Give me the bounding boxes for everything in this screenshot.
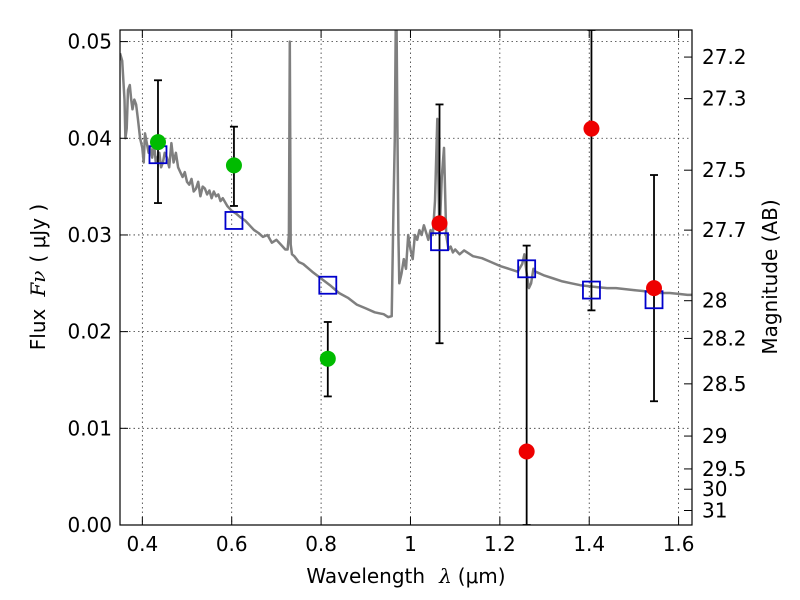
model-photometry-square	[318, 275, 338, 295]
model-photometry-square	[582, 280, 601, 300]
mag-tick-label: 27.7	[702, 218, 747, 242]
x-axis-title-unit: (μm)	[458, 564, 506, 588]
x-tick-label: 0.6	[216, 532, 248, 556]
y-tick-label: 0.04	[67, 126, 112, 150]
detection-point	[431, 215, 448, 232]
y-tick-label: 0.01	[67, 416, 112, 440]
y-axis-title-unit: ( μJy )	[26, 204, 50, 263]
axis-ticks: 0.4 0.6 0.8 1 1.2 1.4 1.6 0.00 0.01 0.02 0.03 0.04 0…	[67, 30, 746, 556]
detection-point	[583, 120, 600, 137]
detection-point	[646, 280, 663, 297]
model-photometry-square	[224, 211, 244, 230]
x-axis-title: Wavelength λ (μm)	[306, 564, 505, 588]
model-photometry-square	[517, 259, 537, 279]
x-tick-label: 1.2	[484, 532, 516, 556]
plot-area	[120, 30, 692, 525]
detection-point	[149, 134, 166, 151]
x-tick-label: 1.6	[663, 532, 695, 556]
x-axis-title-prefix: Wavelength	[306, 564, 425, 588]
x-tick-label: 1	[404, 532, 417, 556]
y-axis-title-prefix: Flux	[26, 308, 50, 350]
y-tick-label: 0.05	[67, 30, 112, 54]
mag-tick-label: 28.2	[702, 326, 747, 350]
mag-tick-label: 29	[702, 424, 727, 448]
y2-axis-title: Magnitude (AB)	[758, 199, 782, 354]
mag-tick-label: 27.5	[702, 158, 747, 182]
y-tick-label: 0.00	[67, 513, 112, 537]
y-axis-title: Flux Fν ( μJy )	[26, 204, 50, 350]
plot-frame	[119, 29, 693, 526]
x-axis-title-symbol: λ	[438, 564, 452, 588]
detection-point	[225, 157, 242, 174]
mag-tick-label: 28.5	[702, 372, 747, 396]
mag-tick-label: 31	[702, 498, 727, 522]
mag-tick-label: 30	[702, 477, 727, 501]
detection-point	[319, 350, 336, 367]
y-tick-label: 0.02	[67, 320, 112, 344]
x-tick-label: 1.4	[573, 532, 605, 556]
mag-tick-label: 27.2	[702, 45, 747, 69]
model-photometry-square	[430, 232, 449, 252]
x-tick-label: 0.4	[126, 532, 158, 556]
mag-tick-label: 29.5	[702, 457, 747, 481]
y-tick-label: 0.03	[67, 223, 112, 247]
mag-tick-label: 28	[702, 289, 727, 313]
mag-tick-label: 27.3	[702, 87, 747, 111]
x-tick-label: 0.8	[305, 532, 337, 556]
detection-point	[518, 443, 535, 460]
y-axis-title-symbol: Fν	[26, 271, 50, 298]
